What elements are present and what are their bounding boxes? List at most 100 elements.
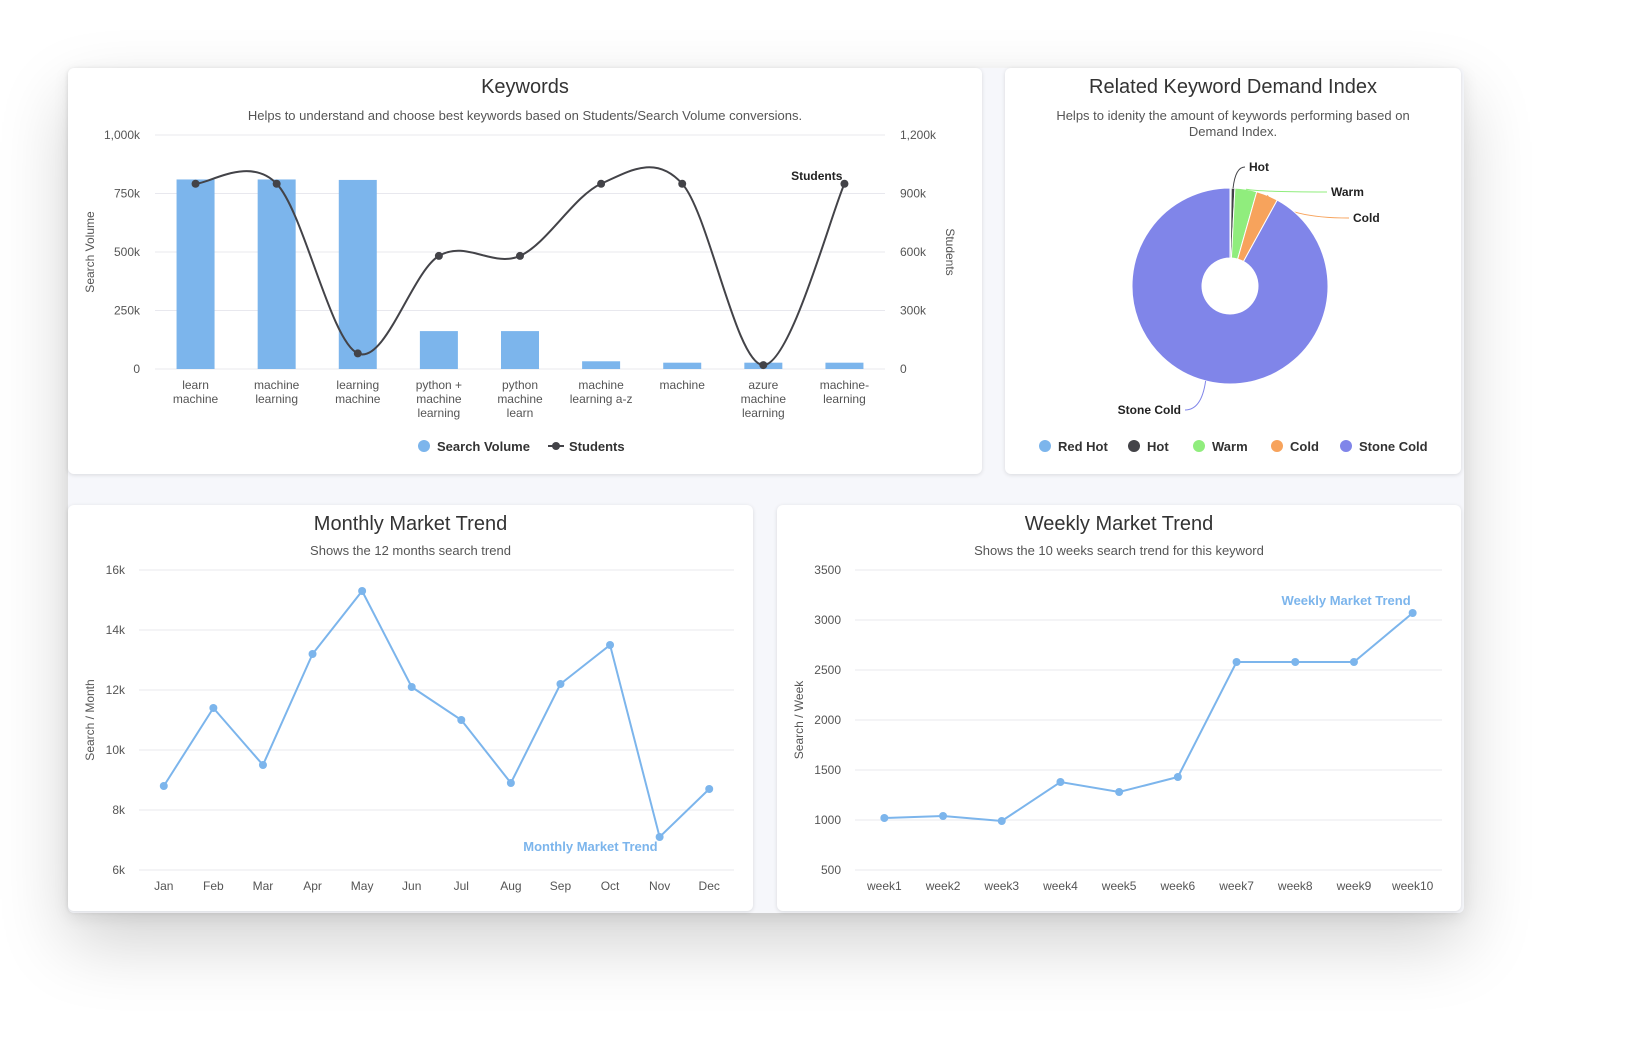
y-axis-title: Search / Week [792,680,806,759]
y-tick-label: 6k [112,863,126,877]
bar-search-volume [176,179,215,369]
y2-tick-label: 0 [900,362,907,376]
students-point [434,251,443,260]
y2-tick-label: 600k [900,245,927,259]
trend-point [1408,609,1417,617]
x-tick-label: May [351,879,374,893]
x-tick-label: machine [741,392,787,406]
trend-point [1115,788,1124,796]
students-point [516,251,524,260]
demand-index-subtitle-line-1: Helps to idenity the amount of keywords … [1056,108,1410,123]
x-tick-label: Mar [253,879,274,893]
x-tick-label: Nov [649,879,670,893]
demand-index-subtitle-line-2: Demand Index. [1188,124,1278,139]
demand-index-title: Related Keyword Demand Index [1089,76,1377,98]
trend-point [1173,773,1182,781]
y-tick-label: 1500 [814,763,841,777]
trend-point [506,779,515,787]
x-tick-label: week10 [1391,879,1434,893]
monthly-subtitle: Shows the 12 months search trend [310,543,511,558]
x-tick-label: week1 [866,879,902,893]
pie-data-label: Warm [1331,185,1364,199]
bar-search-volume [582,361,621,369]
y-tick-label: 3500 [814,563,841,577]
demand-index-card: Related Keyword Demand Index Helps to id… [1005,68,1461,474]
pie-data-label: Stone Cold [1118,403,1181,417]
legend-label: Hot [1147,439,1169,454]
y-tick-label: 3000 [814,613,841,627]
trend-line [884,612,1414,823]
legend-label: Warm [1212,439,1248,454]
students-point [597,179,606,188]
y-tick-label: 500k [114,245,141,259]
x-tick-label: azure [748,378,778,392]
y-tick-label: 10k [106,743,126,757]
pie-connector [1184,380,1207,411]
x-tick-label: week3 [983,879,1019,893]
x-tick-label: Oct [601,879,620,893]
y-tick-label: 2500 [814,663,841,677]
trend-point [407,683,416,691]
weekly-subtitle: Shows the 10 weeks search trend for this… [974,543,1264,558]
legend-label: Red Hot [1058,439,1109,454]
monthly-title: Monthly Market Trend [313,513,508,535]
monthly-chart: 6k 8k 10k 12k 14k 16k Search / Month Jan Feb Mar A… [83,563,734,893]
x-tick-label: machine [173,392,219,406]
pie-slice [1131,187,1329,385]
x-tick-label: week6 [1160,879,1196,893]
y-tick-label: 1000 [814,813,841,827]
bar-search-volume [501,331,539,369]
trend-point [1232,658,1241,666]
y-tick-label: 500 [821,863,841,877]
x-tick-label: learn [507,406,534,420]
legend-search-volume: Search Volume [437,439,530,454]
x-tick-label: machine [660,378,706,392]
legend-marker [1039,440,1051,452]
y-tick-label: 0 [133,362,140,376]
students-point [759,361,768,370]
trend-point [308,650,317,658]
y-axis-title: Search / Month [83,679,97,760]
x-tick-label: Feb [203,879,224,893]
students-point [678,179,687,188]
x-tick-label: week4 [1042,879,1078,893]
y2-tick-label: 1,200k [900,128,937,142]
x-tick-label: Dec [699,879,720,893]
x-tick-label: machine [335,392,381,406]
trend-point [358,587,367,595]
students-point [840,179,849,188]
y2-axis-title: Students [943,228,957,275]
x-tick-label: machine [416,392,462,406]
legend-marker [1128,440,1140,452]
students-point [191,179,200,188]
bar-search-volume [338,179,377,369]
y-tick-label: 750k [114,187,141,201]
keywords-chart: 0 250k 500k 750k 1,000k 0 300k 600k 900k 1,200k Se… [83,128,957,454]
trend-point [997,817,1006,825]
keywords-title: Keywords [481,76,569,98]
y-tick-label: 16k [106,563,126,577]
x-tick-label: week7 [1218,879,1254,893]
trend-point [939,812,948,820]
weekly-chart: 500 1000 1500 2000 2500 3000 3500 Search / Week… [792,563,1442,893]
trend-point [655,833,664,841]
x-tick-label: learning [418,406,461,420]
bar-search-volume [257,179,296,369]
x-tick-label: week5 [1101,879,1137,893]
series-label: Monthly Market Trend [523,839,657,854]
x-tick-label: week9 [1336,879,1372,893]
x-tick-label: Sep [550,879,572,893]
trend-point [606,641,615,649]
legend-students-marker [552,442,560,450]
trend-point [1349,658,1358,666]
bar-search-volume [825,362,864,369]
x-tick-label: learning [336,378,379,392]
y-axis-title: Search Volume [83,211,97,293]
weekly-card: Weekly Market Trend Shows the 10 weeks s… [777,505,1461,911]
trend-point [1056,778,1065,786]
y-tick-label: 8k [112,803,126,817]
y-tick-label: 250k [114,304,141,318]
pie-connector [1266,195,1350,219]
series-label: Weekly Market Trend [1282,593,1411,608]
x-tick-label: machine- [820,378,869,392]
